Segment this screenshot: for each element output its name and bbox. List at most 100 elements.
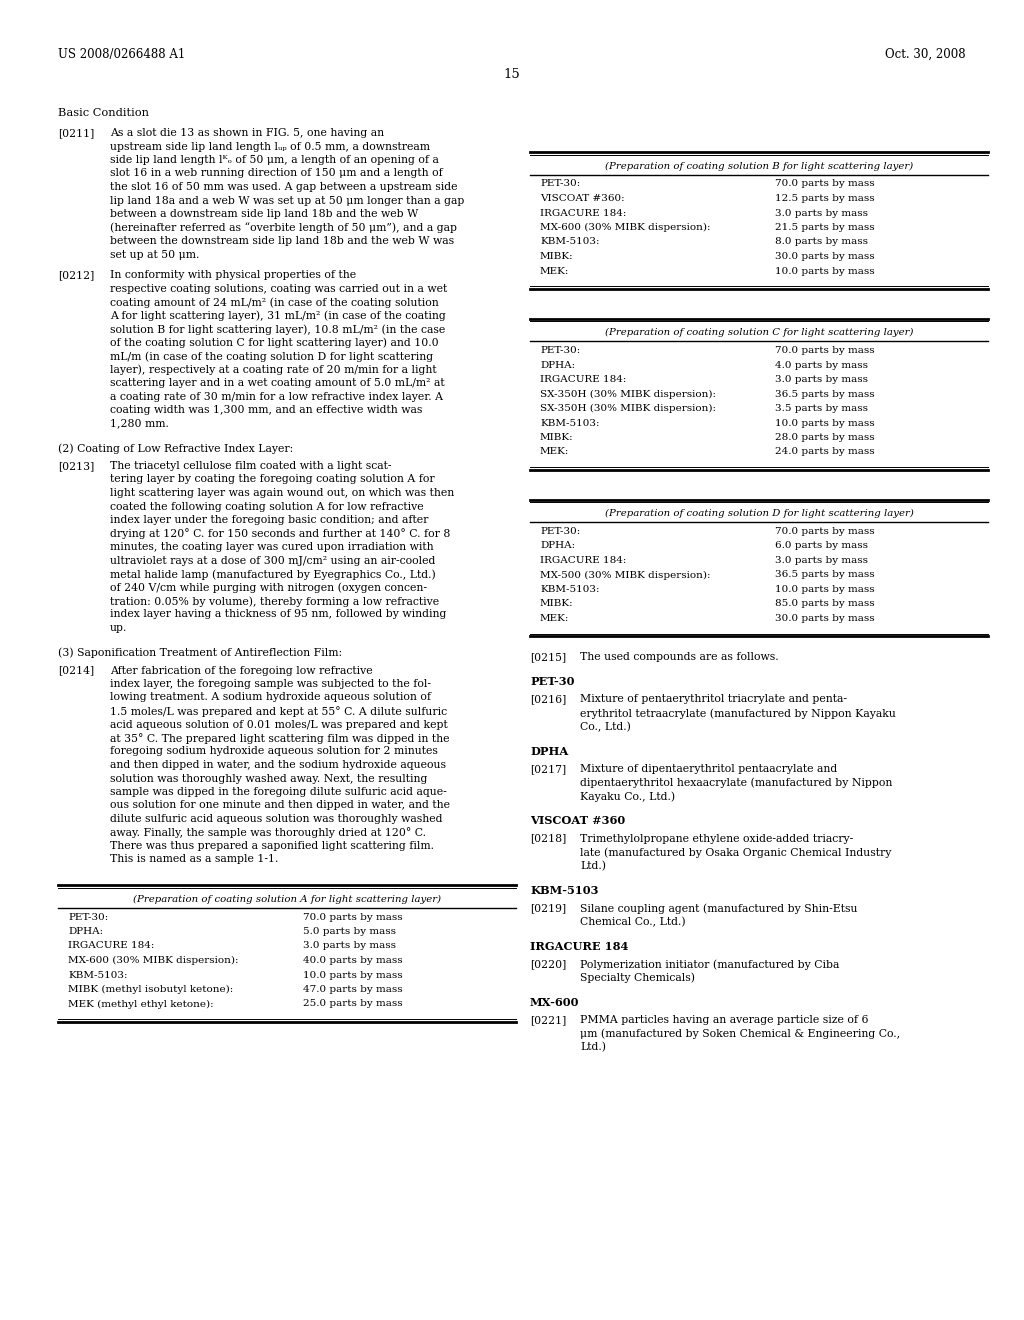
- Text: MEK:: MEK:: [540, 267, 569, 276]
- Text: dipentaerythritol hexaacrylate (manufactured by Nippon: dipentaerythritol hexaacrylate (manufact…: [580, 777, 892, 788]
- Text: metal halide lamp (manufactured by Eyegraphics Co., Ltd.): metal halide lamp (manufactured by Eyegr…: [110, 569, 436, 579]
- Text: MX-600 (30% MIBK dispersion):: MX-600 (30% MIBK dispersion):: [540, 223, 711, 232]
- Text: (hereinafter referred as “overbite length of 50 μm”), and a gap: (hereinafter referred as “overbite lengt…: [110, 223, 457, 234]
- Text: 21.5 parts by mass: 21.5 parts by mass: [775, 223, 874, 232]
- Text: light scattering layer was again wound out, on which was then: light scattering layer was again wound o…: [110, 488, 455, 498]
- Text: index layer having a thickness of 95 nm, followed by winding: index layer having a thickness of 95 nm,…: [110, 610, 446, 619]
- Text: 28.0 parts by mass: 28.0 parts by mass: [775, 433, 874, 442]
- Text: coating width was 1,300 mm, and an effective width was: coating width was 1,300 mm, and an effec…: [110, 405, 422, 414]
- Text: mL/m (in case of the coating solution D for light scattering: mL/m (in case of the coating solution D …: [110, 351, 433, 362]
- Text: 40.0 parts by mass: 40.0 parts by mass: [303, 956, 402, 965]
- Text: MX-600: MX-600: [530, 997, 580, 1008]
- Text: PET-30:: PET-30:: [540, 346, 581, 355]
- Text: 70.0 parts by mass: 70.0 parts by mass: [775, 527, 874, 536]
- Text: tering layer by coating the foregoing coating solution A for: tering layer by coating the foregoing co…: [110, 474, 434, 484]
- Text: [0221]: [0221]: [530, 1015, 566, 1026]
- Text: Ltd.): Ltd.): [580, 861, 606, 871]
- Text: a coating rate of 30 m/min for a low refractive index layer. A: a coating rate of 30 m/min for a low ref…: [110, 392, 443, 401]
- Text: [0211]: [0211]: [58, 128, 94, 139]
- Text: Chemical Co., Ltd.): Chemical Co., Ltd.): [580, 916, 686, 927]
- Text: 1.5 moles/L was prepared and kept at 55° C. A dilute sulfuric: 1.5 moles/L was prepared and kept at 55°…: [110, 706, 447, 717]
- Text: [0216]: [0216]: [530, 694, 566, 705]
- Text: of 240 V/cm while purging with nitrogen (oxygen concen-: of 240 V/cm while purging with nitrogen …: [110, 582, 427, 593]
- Text: between the downstream side lip land 18b and the web W was: between the downstream side lip land 18b…: [110, 236, 454, 246]
- Text: IRGACURE 184:: IRGACURE 184:: [540, 375, 627, 384]
- Text: 10.0 parts by mass: 10.0 parts by mass: [775, 585, 874, 594]
- Text: Kayaku Co., Ltd.): Kayaku Co., Ltd.): [580, 791, 675, 801]
- Text: index layer, the foregoing sample was subjected to the fol-: index layer, the foregoing sample was su…: [110, 678, 431, 689]
- Text: 70.0 parts by mass: 70.0 parts by mass: [303, 912, 402, 921]
- Text: [0217]: [0217]: [530, 764, 566, 774]
- Text: 3.0 parts by mass: 3.0 parts by mass: [775, 209, 868, 218]
- Text: and then dipped in water, and the sodium hydroxide aqueous: and then dipped in water, and the sodium…: [110, 760, 446, 770]
- Text: Trimethylolpropane ethylene oxide-added triacry-: Trimethylolpropane ethylene oxide-added …: [580, 833, 853, 843]
- Text: MEK (methyl ethyl ketone):: MEK (methyl ethyl ketone):: [68, 999, 214, 1008]
- Text: lowing treatment. A sodium hydroxide aqueous solution of: lowing treatment. A sodium hydroxide aqu…: [110, 693, 431, 702]
- Text: KBM-5103:: KBM-5103:: [540, 238, 599, 247]
- Text: 36.5 parts by mass: 36.5 parts by mass: [775, 570, 874, 579]
- Text: 47.0 parts by mass: 47.0 parts by mass: [303, 985, 402, 994]
- Text: (Preparation of coating solution B for light scattering layer): (Preparation of coating solution B for l…: [605, 161, 913, 170]
- Text: μm (manufactured by Soken Chemical & Engineering Co.,: μm (manufactured by Soken Chemical & Eng…: [580, 1028, 900, 1039]
- Text: [0212]: [0212]: [58, 271, 94, 280]
- Text: 12.5 parts by mass: 12.5 parts by mass: [775, 194, 874, 203]
- Text: [0219]: [0219]: [530, 903, 566, 913]
- Text: [0214]: [0214]: [58, 665, 94, 676]
- Text: (2) Coating of Low Refractive Index Layer:: (2) Coating of Low Refractive Index Laye…: [58, 444, 293, 454]
- Text: PET-30:: PET-30:: [540, 180, 581, 189]
- Text: PET-30: PET-30: [530, 676, 574, 688]
- Text: IRGACURE 184:: IRGACURE 184:: [68, 941, 155, 950]
- Text: 10.0 parts by mass: 10.0 parts by mass: [775, 418, 874, 428]
- Text: 25.0 parts by mass: 25.0 parts by mass: [303, 999, 402, 1008]
- Text: After fabrication of the foregoing low refractive: After fabrication of the foregoing low r…: [110, 665, 373, 676]
- Text: of the coating solution C for light scattering layer) and 10.0: of the coating solution C for light scat…: [110, 338, 438, 348]
- Text: IRGACURE 184:: IRGACURE 184:: [540, 556, 627, 565]
- Text: late (manufactured by Osaka Organic Chemical Industry: late (manufactured by Osaka Organic Chem…: [580, 847, 891, 858]
- Text: MIBK:: MIBK:: [540, 433, 573, 442]
- Text: 8.0 parts by mass: 8.0 parts by mass: [775, 238, 868, 247]
- Text: 3.5 parts by mass: 3.5 parts by mass: [775, 404, 868, 413]
- Text: MEK:: MEK:: [540, 614, 569, 623]
- Text: VISCOAT #360: VISCOAT #360: [530, 816, 626, 826]
- Text: 3.0 parts by mass: 3.0 parts by mass: [303, 941, 396, 950]
- Text: 1,280 mm.: 1,280 mm.: [110, 418, 169, 429]
- Text: [0213]: [0213]: [58, 461, 94, 471]
- Text: away. Finally, the sample was thoroughly dried at 120° C.: away. Finally, the sample was thoroughly…: [110, 828, 426, 838]
- Text: foregoing sodium hydroxide aqueous solution for 2 minutes: foregoing sodium hydroxide aqueous solut…: [110, 747, 438, 756]
- Text: A for light scattering layer), 31 mL/m² (in case of the coating: A for light scattering layer), 31 mL/m² …: [110, 310, 445, 321]
- Text: Mixture of dipentaerythritol pentaacrylate and: Mixture of dipentaerythritol pentaacryla…: [580, 764, 838, 774]
- Text: DPHA:: DPHA:: [540, 360, 575, 370]
- Text: Polymerization initiator (manufactured by Ciba: Polymerization initiator (manufactured b…: [580, 960, 840, 970]
- Text: ultraviolet rays at a dose of 300 mJ/cm² using an air-cooled: ultraviolet rays at a dose of 300 mJ/cm²…: [110, 556, 435, 565]
- Text: The triacetyl cellulose film coated with a light scat-: The triacetyl cellulose film coated with…: [110, 461, 391, 471]
- Text: 5.0 parts by mass: 5.0 parts by mass: [303, 927, 396, 936]
- Text: 15: 15: [504, 69, 520, 81]
- Text: 30.0 parts by mass: 30.0 parts by mass: [775, 252, 874, 261]
- Text: KBM-5103: KBM-5103: [530, 884, 598, 896]
- Text: 10.0 parts by mass: 10.0 parts by mass: [303, 970, 402, 979]
- Text: (3) Saponification Treatment of Antireflection Film:: (3) Saponification Treatment of Antirefl…: [58, 648, 342, 659]
- Text: the slot 16 of 50 mm was used. A gap between a upstream side: the slot 16 of 50 mm was used. A gap bet…: [110, 182, 458, 191]
- Text: 30.0 parts by mass: 30.0 parts by mass: [775, 614, 874, 623]
- Text: 24.0 parts by mass: 24.0 parts by mass: [775, 447, 874, 457]
- Text: minutes, the coating layer was cured upon irradiation with: minutes, the coating layer was cured upo…: [110, 543, 433, 552]
- Text: This is named as a sample 1-1.: This is named as a sample 1-1.: [110, 854, 279, 865]
- Text: erythritol tetraacrylate (manufactured by Nippon Kayaku: erythritol tetraacrylate (manufactured b…: [580, 708, 896, 718]
- Text: coating amount of 24 mL/m² (in case of the coating solution: coating amount of 24 mL/m² (in case of t…: [110, 297, 438, 308]
- Text: up.: up.: [110, 623, 127, 634]
- Text: MIBK:: MIBK:: [540, 252, 573, 261]
- Text: layer), respectively at a coating rate of 20 m/min for a light: layer), respectively at a coating rate o…: [110, 364, 436, 375]
- Text: [0215]: [0215]: [530, 652, 566, 663]
- Text: There was thus prepared a saponified light scattering film.: There was thus prepared a saponified lig…: [110, 841, 434, 851]
- Text: [0218]: [0218]: [530, 833, 566, 843]
- Text: side lip land length lᴷₒ of 50 μm, a length of an opening of a: side lip land length lᴷₒ of 50 μm, a len…: [110, 154, 439, 165]
- Text: IRGACURE 184:: IRGACURE 184:: [540, 209, 627, 218]
- Text: [0220]: [0220]: [530, 960, 566, 969]
- Text: The used compounds are as follows.: The used compounds are as follows.: [580, 652, 778, 663]
- Text: IRGACURE 184: IRGACURE 184: [530, 941, 629, 952]
- Text: (Preparation of coating solution D for light scattering layer): (Preparation of coating solution D for l…: [604, 510, 913, 517]
- Text: solution was thoroughly washed away. Next, the resulting: solution was thoroughly washed away. Nex…: [110, 774, 427, 784]
- Text: KBM-5103:: KBM-5103:: [68, 970, 128, 979]
- Text: solution B for light scattering layer), 10.8 mL/m² (in the case: solution B for light scattering layer), …: [110, 323, 445, 334]
- Text: KBM-5103:: KBM-5103:: [540, 585, 599, 594]
